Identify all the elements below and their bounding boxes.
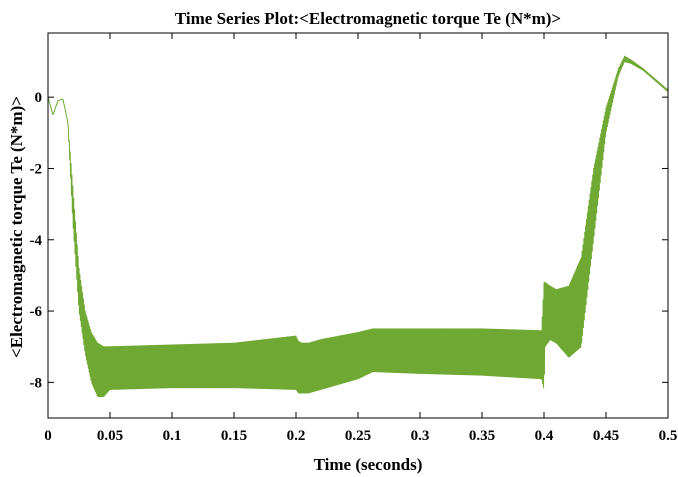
x-tick-label: 0.25 bbox=[345, 428, 371, 444]
x-tick-label: 0.15 bbox=[221, 428, 247, 444]
x-tick-label: 0.5 bbox=[659, 428, 678, 444]
x-axis-label: Time (seconds) bbox=[314, 455, 423, 474]
x-tick-label: 0.05 bbox=[97, 428, 123, 444]
x-tick-label: 0.2 bbox=[287, 428, 306, 444]
chart-title: Time Series Plot:<Electromagnetic torque… bbox=[175, 9, 561, 28]
series-layer bbox=[47, 55, 669, 398]
x-tick-label: 0.35 bbox=[469, 428, 495, 444]
x-tick-label: 0.3 bbox=[411, 428, 430, 444]
y-tick-label: -8 bbox=[30, 375, 43, 391]
tick-layer: 0 0.05 0.1 0.15 0.2 0.25 0.3 0.35 0.4 0.45 0.5 0 -2 -… bbox=[30, 33, 678, 444]
y-tick-label: -2 bbox=[30, 161, 43, 177]
x-tick-label: 0 bbox=[44, 428, 52, 444]
y-tick-label: -4 bbox=[30, 233, 43, 249]
x-tick-label: 0.1 bbox=[163, 428, 182, 444]
y-tick-label: -6 bbox=[30, 304, 43, 320]
y-tick-label: 0 bbox=[35, 90, 43, 106]
y-axis-label: <Electromagnetic torque Te (N*m)> bbox=[7, 96, 26, 358]
series-line-0 bbox=[47, 55, 669, 398]
x-tick-label: 0.45 bbox=[593, 428, 619, 444]
x-tick-label: 0.4 bbox=[535, 428, 554, 444]
